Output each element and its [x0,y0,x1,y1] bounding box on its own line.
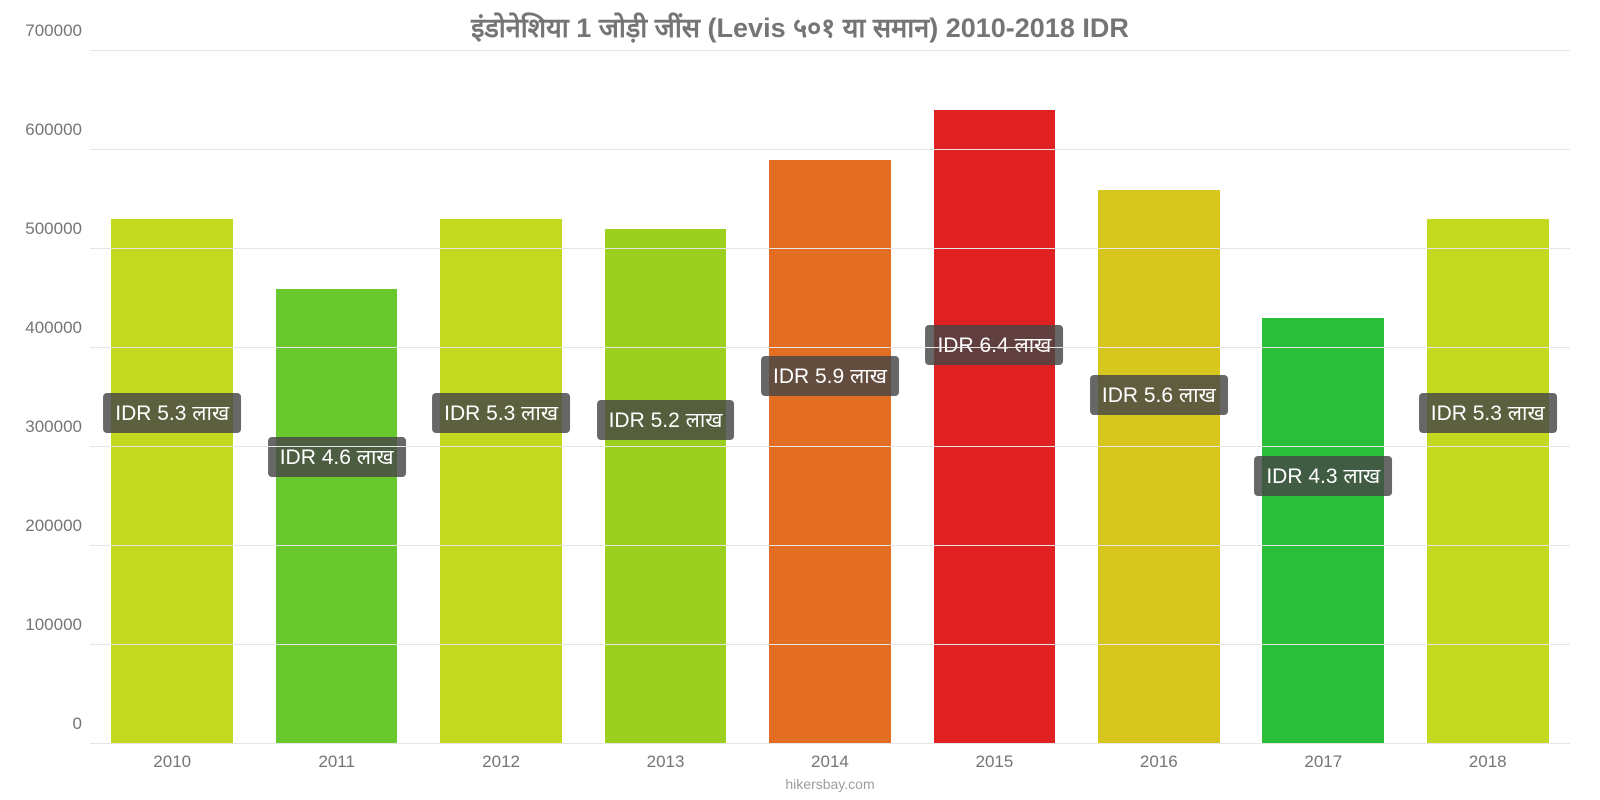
chart-bar[interactable]: IDR 5.3 लाख [440,219,562,744]
bar-value-label: IDR 5.3 लाख [1419,393,1557,433]
bar-slot: IDR 5.3 लाख [419,51,583,744]
x-tick-label: 2013 [583,752,747,772]
bar-slot: IDR 4.6 लाख [254,51,418,744]
bar-value-label: IDR 5.6 लाख [1090,375,1228,415]
bar-value-label: IDR 5.3 लाख [432,393,570,433]
chart-bar[interactable]: IDR 5.9 लाख [769,160,891,744]
bar-slot: IDR 4.3 लाख [1241,51,1405,744]
bar-slot: IDR 5.3 लाख [1406,51,1570,744]
chart-title: इंडोनेशिया 1 जोड़ी जींस (Levis ५०१ या सम… [0,0,1600,51]
bar-slot: IDR 5.6 लाख [1077,51,1241,744]
bar-value-label: IDR 5.3 लाख [103,393,241,433]
x-tick-label: 2018 [1406,752,1570,772]
bar-value-label: IDR 5.2 लाख [597,400,735,440]
x-tick-label: 2012 [419,752,583,772]
bar-slot: IDR 5.3 लाख [90,51,254,744]
x-tick-label: 2011 [254,752,418,772]
chart-bar[interactable]: IDR 4.6 लाख [276,289,398,744]
footer-note: hikersbay.com [90,772,1570,800]
y-tick-label: 700000 [12,21,82,41]
plot-region: IDR 5.3 लाख IDR 4.6 लाख IDR 5.3 लाख IDR 5.2… [90,51,1570,744]
chart-bar[interactable]: IDR 5.3 लाख [111,219,233,744]
bar-slot: IDR 6.4 लाख [912,51,1076,744]
x-tick-label: 2014 [748,752,912,772]
bars-row: IDR 5.3 लाख IDR 4.6 लाख IDR 5.3 लाख IDR 5.2… [90,51,1570,744]
x-axis: 201020112012201320142015201620172018 [90,744,1570,772]
x-tick-label: 2017 [1241,752,1405,772]
bar-value-label: IDR 6.4 लाख [925,325,1063,365]
bar-slot: IDR 5.2 लाख [583,51,747,744]
y-tick-label: 300000 [12,417,82,437]
y-tick-label: 0 [12,714,82,734]
bar-slot: IDR 5.9 लाख [748,51,912,744]
chart-area: IDR 5.3 लाख IDR 4.6 लाख IDR 5.3 लाख IDR 5.2… [0,51,1600,800]
chart-bar[interactable]: IDR 5.2 लाख [605,229,727,744]
y-tick-label: 400000 [12,318,82,338]
bar-value-label: IDR 4.3 लाख [1254,456,1392,496]
y-tick-label: 100000 [12,615,82,635]
bar-value-label: IDR 4.6 लाख [268,437,406,477]
chart-bar[interactable]: IDR 5.3 लाख [1427,219,1549,744]
x-tick-label: 2016 [1077,752,1241,772]
y-tick-label: 600000 [12,120,82,140]
chart-bar[interactable]: IDR 6.4 लाख [934,110,1056,744]
chart-bar[interactable]: IDR 5.6 लाख [1098,190,1220,744]
y-tick-label: 200000 [12,516,82,536]
x-tick-label: 2010 [90,752,254,772]
x-tick-label: 2015 [912,752,1076,772]
chart-bar[interactable]: IDR 4.3 लाख [1262,318,1384,744]
y-tick-label: 500000 [12,219,82,239]
bar-value-label: IDR 5.9 लाख [761,356,899,396]
